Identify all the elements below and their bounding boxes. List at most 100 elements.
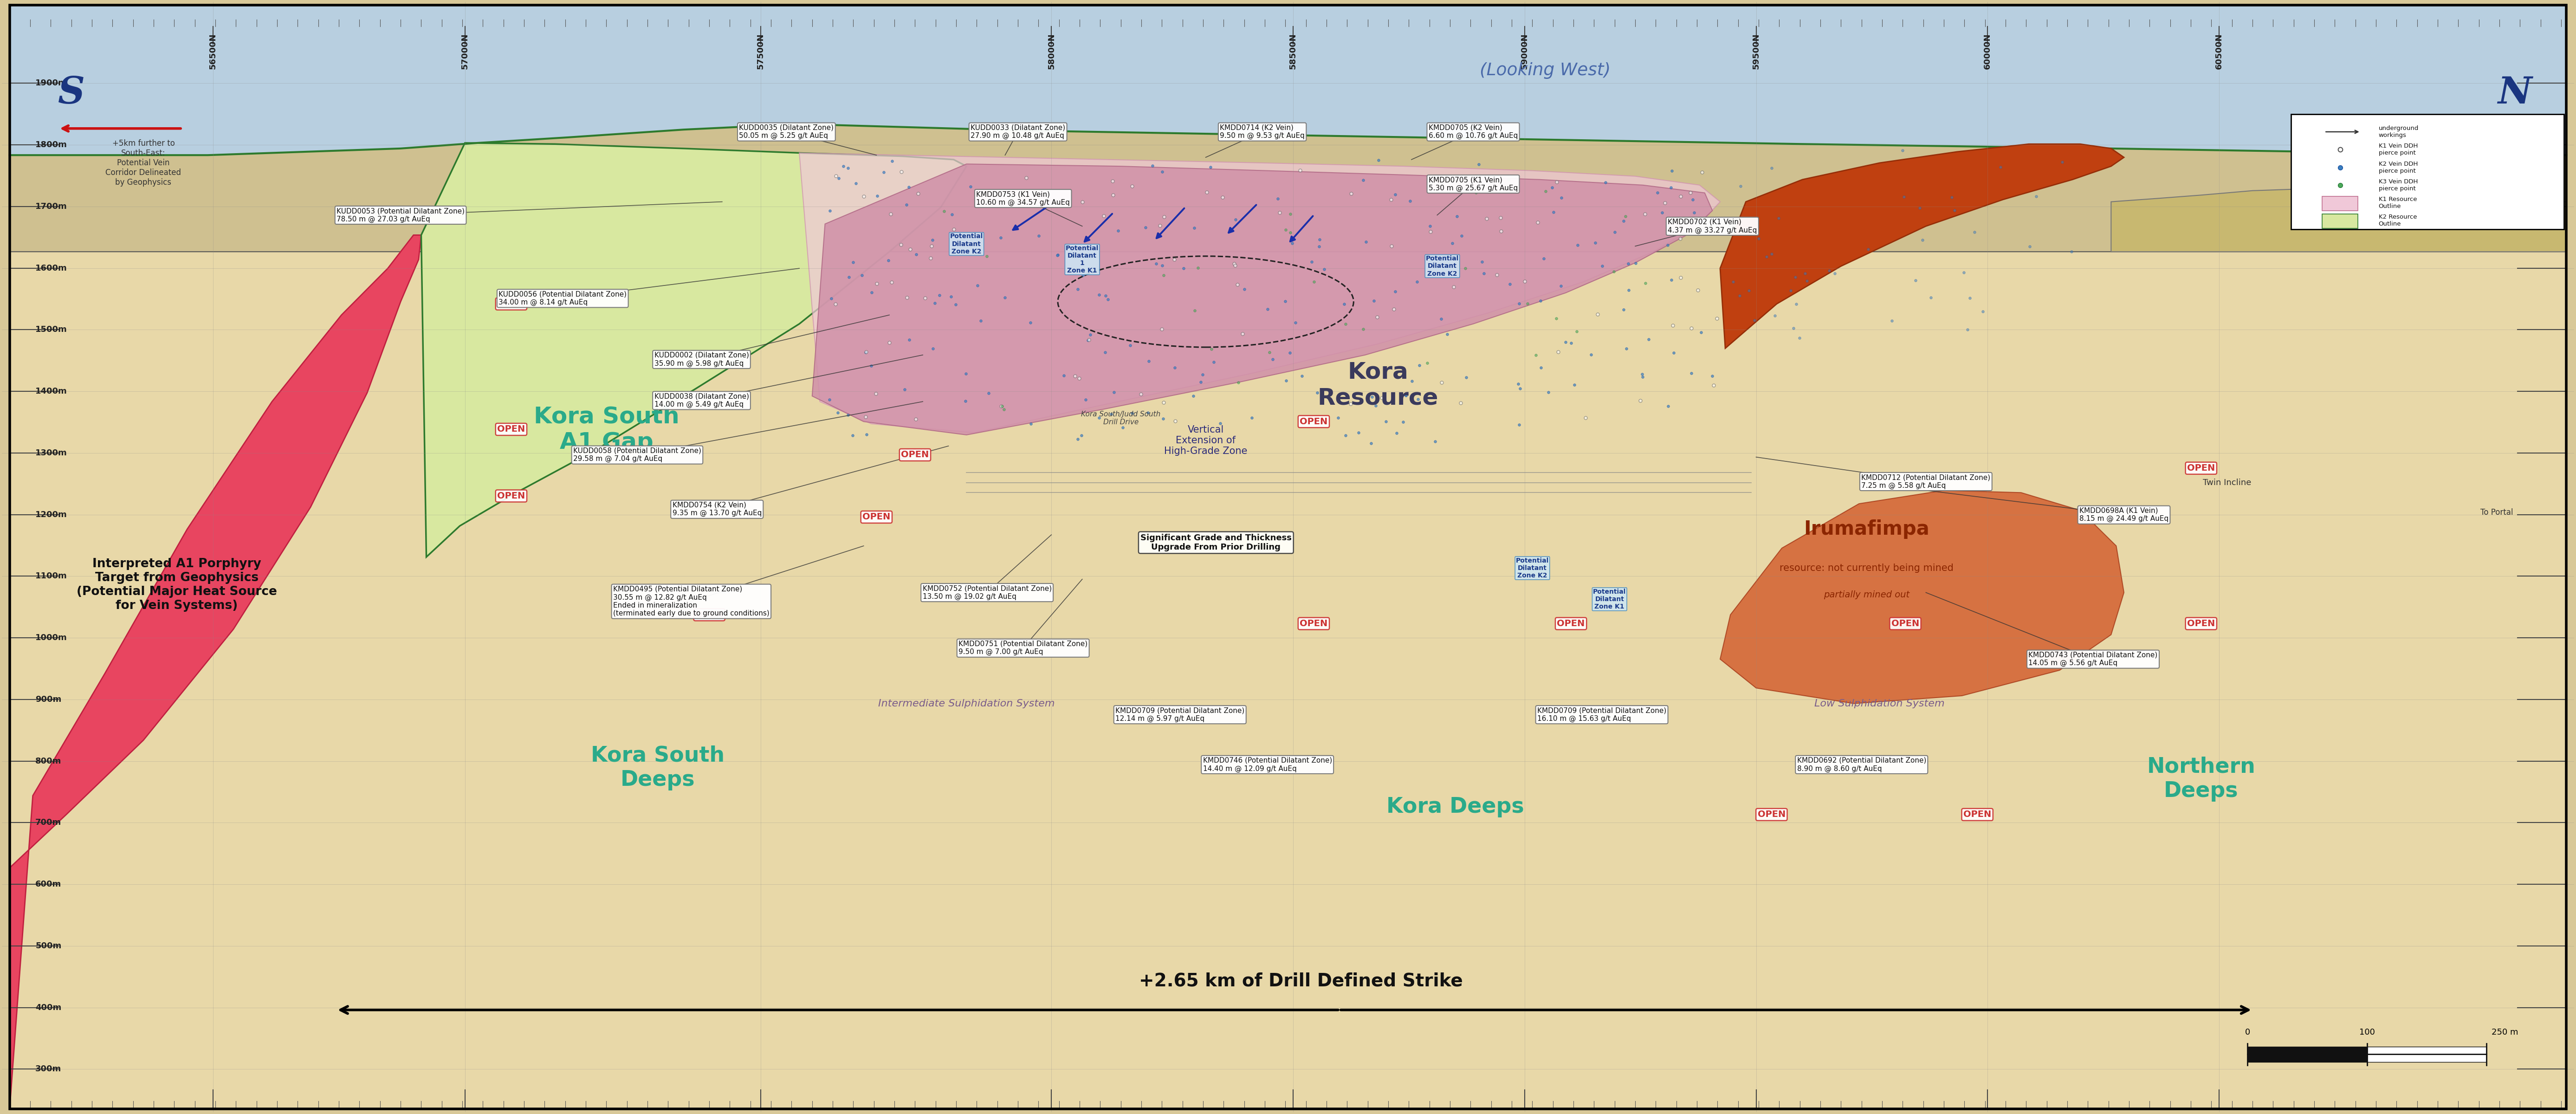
Text: KUDD0035 (Dilatant Zone)
50.05 m @ 5.25 g/t AuEq: KUDD0035 (Dilatant Zone) 50.05 m @ 5.25 … — [739, 125, 835, 139]
Text: OPEN: OPEN — [1963, 810, 1991, 819]
Text: Significant Grade and Thickness
Upgrade From Prior Drilling: Significant Grade and Thickness Upgrade … — [1141, 534, 1291, 551]
Text: KMDD0714 (K2 Vein)
9.50 m @ 9.53 g/t AuEq: KMDD0714 (K2 Vein) 9.50 m @ 9.53 g/t AuE… — [1221, 125, 1303, 139]
Text: 58000N: 58000N — [1048, 33, 1056, 69]
Text: KUDD0038 (Dilatant Zone)
14.00 m @ 5.49 g/t AuEq: KUDD0038 (Dilatant Zone) 14.00 m @ 5.49 … — [654, 393, 750, 408]
Text: OPEN: OPEN — [497, 491, 526, 500]
Text: OPEN: OPEN — [863, 512, 891, 521]
Text: Potential
Dilatant
Zone K2: Potential Dilatant Zone K2 — [951, 233, 984, 255]
Text: Low Sulphidation System: Low Sulphidation System — [1814, 698, 1945, 709]
Text: KMDD0698A (K1 Vein)
8.15 m @ 24.49 g/t AuEq: KMDD0698A (K1 Vein) 8.15 m @ 24.49 g/t A… — [2079, 507, 2169, 522]
Text: OPEN: OPEN — [497, 424, 526, 433]
Text: To Portal: To Portal — [2481, 508, 2514, 517]
Text: KMDD0705 (K1 Vein)
5.30 m @ 25.67 g/t AuEq: KMDD0705 (K1 Vein) 5.30 m @ 25.67 g/t Au… — [1430, 176, 1517, 192]
Text: OPEN: OPEN — [1556, 619, 1584, 628]
Text: KMDD0743 (Potential Dilatant Zone)
14.05 m @ 5.56 g/t AuEq: KMDD0743 (Potential Dilatant Zone) 14.05… — [2027, 652, 2159, 666]
Polygon shape — [2367, 1046, 2486, 1062]
Text: KUDD0056 (Potential Dilatant Zone)
34.00 m @ 8.14 g/t AuEq: KUDD0056 (Potential Dilatant Zone) 34.00… — [500, 291, 626, 306]
Text: KMDD0752 (Potential Dilatant Zone)
13.50 m @ 19.02 g/t AuEq: KMDD0752 (Potential Dilatant Zone) 13.50… — [922, 585, 1051, 600]
Text: underground
workings: underground workings — [2378, 125, 2419, 138]
Polygon shape — [2246, 1046, 2367, 1062]
Text: 57000N: 57000N — [461, 33, 469, 69]
Text: N: N — [2499, 75, 2532, 111]
Text: 1000m: 1000m — [36, 634, 67, 642]
Text: Twin Incline: Twin Incline — [2202, 478, 2251, 487]
Text: +5km further to
South-East:
Potential Vein
Corridor Delineated
by Geophysics: +5km further to South-East: Potential Ve… — [106, 139, 180, 186]
Text: Northern
Deeps: Northern Deeps — [2146, 756, 2257, 802]
Text: KMDD0753 (K1 Vein)
10.60 m @ 34.57 g/t AuEq: KMDD0753 (K1 Vein) 10.60 m @ 34.57 g/t A… — [976, 190, 1069, 206]
Text: 900m: 900m — [36, 695, 62, 704]
Text: 0: 0 — [2244, 1028, 2249, 1036]
Text: KMDD0705 (K2 Vein)
6.60 m @ 10.76 g/t AuEq: KMDD0705 (K2 Vein) 6.60 m @ 10.76 g/t Au… — [1430, 125, 1517, 139]
Text: OPEN: OPEN — [696, 610, 724, 619]
Text: (Looking West): (Looking West) — [1479, 62, 1610, 79]
Text: 1100m: 1100m — [36, 573, 67, 580]
Polygon shape — [799, 153, 1721, 432]
Text: K1 Resource
Outline: K1 Resource Outline — [2378, 196, 2416, 209]
Text: Intermediate Sulphidation System: Intermediate Sulphidation System — [878, 698, 1054, 709]
Text: Potential
Dilatant
Zone K2: Potential Dilatant Zone K2 — [1515, 557, 1548, 579]
Text: KMDD0709 (Potential Dilatant Zone)
12.14 m @ 5.97 g/t AuEq: KMDD0709 (Potential Dilatant Zone) 12.14… — [1115, 707, 1244, 722]
Text: 60000N: 60000N — [1984, 33, 1991, 69]
Text: 700m: 700m — [36, 819, 62, 827]
Text: S: S — [57, 75, 85, 111]
Text: KMDD0692 (Potential Dilatant Zone)
8.90 m @ 8.60 g/t AuEq: KMDD0692 (Potential Dilatant Zone) 8.90 … — [1798, 758, 1927, 772]
Text: Potential
Dilatant
1
Zone K1: Potential Dilatant 1 Zone K1 — [1066, 245, 1100, 274]
Text: Kora
Resource: Kora Resource — [1316, 361, 1437, 409]
Polygon shape — [2112, 188, 2566, 252]
Text: +2.65 km of Drill Defined Strike: +2.65 km of Drill Defined Strike — [1139, 973, 1463, 990]
Text: OPEN: OPEN — [2187, 463, 2215, 472]
Text: 58500N: 58500N — [1288, 33, 1298, 69]
Text: partially mined out: partially mined out — [1824, 590, 1909, 599]
Text: 500m: 500m — [36, 941, 62, 950]
Text: 56500N: 56500N — [209, 33, 216, 69]
Text: OPEN: OPEN — [497, 300, 526, 309]
Text: OPEN: OPEN — [1757, 810, 1785, 819]
Text: 1300m: 1300m — [36, 449, 67, 457]
Polygon shape — [10, 6, 2566, 252]
Text: KMDD0751 (Potential Dilatant Zone)
9.50 m @ 7.00 g/t AuEq: KMDD0751 (Potential Dilatant Zone) 9.50 … — [958, 641, 1087, 656]
Text: K2 Vein DDH
pierce point: K2 Vein DDH pierce point — [2378, 160, 2419, 174]
Text: K2 Resource
Outline: K2 Resource Outline — [2378, 214, 2416, 227]
Text: Interpreted A1 Porphyry
Target from Geophysics
(Potential Major Heat Source
for : Interpreted A1 Porphyry Target from Geop… — [77, 558, 278, 612]
Text: 60500N: 60500N — [2215, 33, 2223, 69]
Text: 1700m: 1700m — [36, 203, 67, 211]
FancyBboxPatch shape — [2321, 196, 2357, 211]
Text: 800m: 800m — [36, 756, 62, 765]
Text: OPEN: OPEN — [902, 450, 930, 459]
Text: Kora Deeps: Kora Deeps — [1386, 797, 1525, 818]
Text: Potential
Dilatant
Zone K2: Potential Dilatant Zone K2 — [1425, 255, 1458, 277]
Text: 1900m: 1900m — [36, 79, 67, 88]
Text: 300m: 300m — [36, 1065, 62, 1073]
Text: 59000N: 59000N — [1520, 33, 1528, 69]
Text: 1800m: 1800m — [36, 140, 67, 149]
Polygon shape — [1721, 490, 2125, 704]
Text: KMDD0709 (Potential Dilatant Zone)
16.10 m @ 15.63 g/t AuEq: KMDD0709 (Potential Dilatant Zone) 16.10… — [1538, 707, 1667, 722]
Text: KMDD0702 (K1 Vein)
4.37 m @ 33.27 g/t AuEq: KMDD0702 (K1 Vein) 4.37 m @ 33.27 g/t Au… — [1667, 218, 1757, 234]
Text: Kora South/Judd South
Drill Drive: Kora South/Judd South Drill Drive — [1082, 411, 1162, 426]
Polygon shape — [422, 143, 966, 557]
FancyBboxPatch shape — [2290, 114, 2563, 229]
Text: 400m: 400m — [36, 1004, 62, 1012]
Text: OPEN: OPEN — [1301, 619, 1327, 628]
Text: 1600m: 1600m — [36, 264, 67, 272]
FancyBboxPatch shape — [2321, 214, 2357, 228]
Text: 57500N: 57500N — [757, 33, 765, 69]
Text: resource: not currently being mined: resource: not currently being mined — [1780, 564, 1953, 573]
Text: 1400m: 1400m — [36, 388, 67, 395]
Polygon shape — [811, 164, 1713, 434]
Text: OPEN: OPEN — [2187, 619, 2215, 628]
Text: KMDD0746 (Potential Dilatant Zone)
14.40 m @ 12.09 g/t AuEq: KMDD0746 (Potential Dilatant Zone) 14.40… — [1203, 758, 1332, 772]
Text: KUDD0002 (Dilatant Zone)
35.90 m @ 5.98 g/t AuEq: KUDD0002 (Dilatant Zone) 35.90 m @ 5.98 … — [654, 352, 750, 367]
Text: K1 Vein DDH
pierce point: K1 Vein DDH pierce point — [2378, 143, 2419, 156]
Text: Irumafimpa: Irumafimpa — [1803, 519, 1929, 539]
Text: 100: 100 — [2360, 1028, 2375, 1036]
Text: Vertical
Extension of
High-Grade Zone: Vertical Extension of High-Grade Zone — [1164, 426, 1247, 456]
Polygon shape — [10, 124, 2566, 252]
Text: Kora South
A1 Gap: Kora South A1 Gap — [533, 405, 680, 453]
Text: OPEN: OPEN — [1301, 417, 1327, 426]
Text: 59500N: 59500N — [1752, 33, 1759, 69]
Text: KUDD0033 (Dilatant Zone)
27.90 m @ 10.48 g/t AuEq: KUDD0033 (Dilatant Zone) 27.90 m @ 10.48… — [971, 125, 1066, 139]
Text: Kora South
Deeps: Kora South Deeps — [590, 745, 724, 791]
Text: KMDD0754 (K2 Vein)
9.35 m @ 13.70 g/t AuEq: KMDD0754 (K2 Vein) 9.35 m @ 13.70 g/t Au… — [672, 501, 762, 517]
Text: KMDD0495 (Potential Dilatant Zone)
30.55 m @ 12.82 g/t AuEq
Ended in mineralizat: KMDD0495 (Potential Dilatant Zone) 30.55… — [613, 586, 770, 617]
